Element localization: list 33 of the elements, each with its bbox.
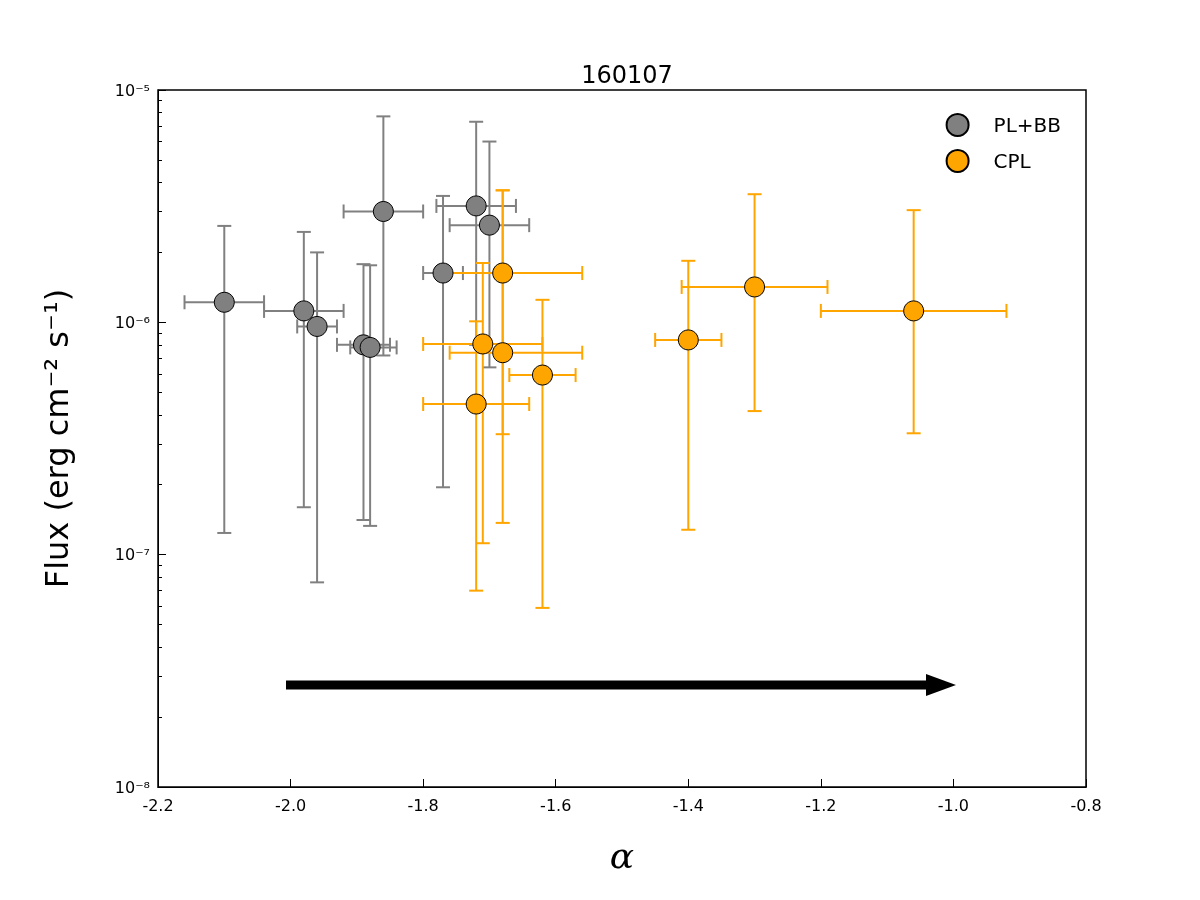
point bbox=[372, 200, 394, 222]
point bbox=[359, 336, 381, 358]
x-tick-label: -0.8 bbox=[1070, 795, 1102, 815]
point bbox=[492, 262, 514, 284]
legend-label: PL+BB bbox=[993, 113, 1061, 137]
y-tick-label: 10⁻⁸ bbox=[114, 777, 150, 797]
x-tick-label: -1.0 bbox=[937, 795, 970, 815]
point bbox=[492, 342, 514, 364]
point bbox=[472, 333, 494, 355]
x-tick-label: -2.0 bbox=[274, 795, 307, 815]
point bbox=[293, 300, 315, 322]
x-tick-label: -1.8 bbox=[407, 795, 439, 815]
point bbox=[306, 315, 328, 337]
point bbox=[531, 364, 553, 386]
x-axis-title: α bbox=[609, 834, 635, 876]
x-tick-label: -2.2 bbox=[142, 795, 174, 815]
point bbox=[465, 393, 487, 415]
x-tick-label: -1.2 bbox=[805, 795, 837, 815]
point bbox=[432, 262, 454, 284]
x-tick-label: -1.4 bbox=[672, 795, 704, 815]
point bbox=[478, 214, 500, 236]
point bbox=[903, 300, 925, 322]
y-tick-label: 10⁻⁷ bbox=[114, 545, 150, 565]
point bbox=[677, 329, 699, 351]
chart-title: 160107 bbox=[581, 61, 673, 89]
point bbox=[744, 276, 766, 298]
x-tick-label: -1.6 bbox=[540, 795, 572, 815]
point bbox=[465, 195, 487, 217]
point bbox=[213, 291, 235, 313]
y-tick-label: 10⁻⁵ bbox=[114, 80, 150, 100]
y-axis-title: Flux (erg cm⁻² s⁻¹) bbox=[38, 288, 76, 589]
legend-label: CPL bbox=[993, 149, 1032, 173]
y-tick-label: 10⁻⁶ bbox=[114, 312, 150, 332]
